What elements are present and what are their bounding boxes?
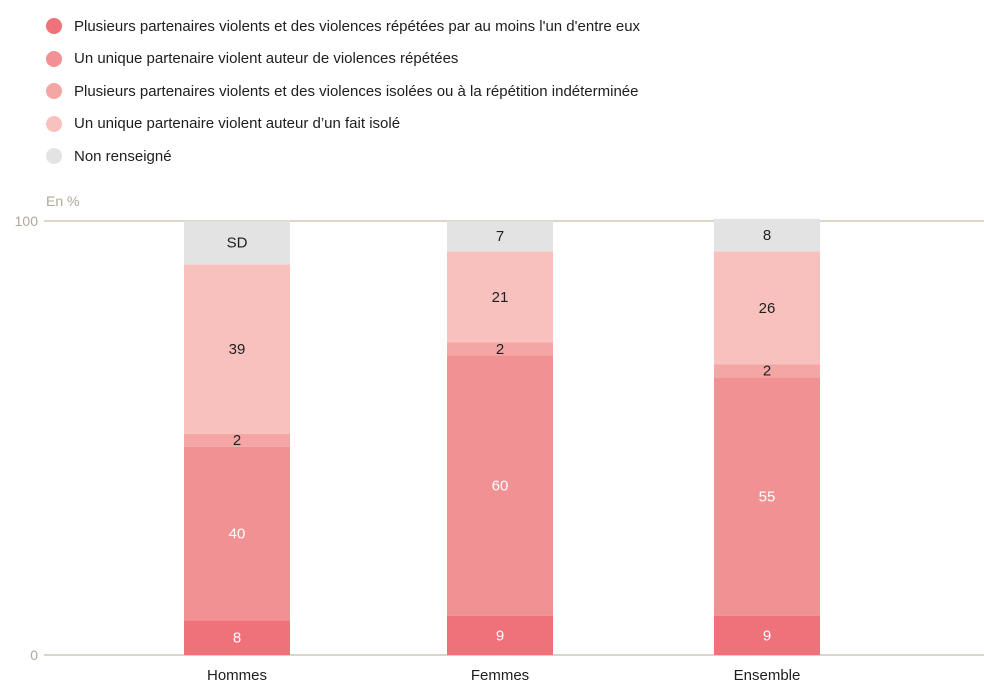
data-label: 2 (496, 341, 504, 358)
bar-segment (714, 218, 820, 252)
data-label: 2 (763, 363, 771, 380)
legend-item: Un unique partenaire violent auteur de v… (46, 43, 640, 76)
x-tick-label: Ensemble (734, 667, 801, 682)
legend-item: Un unique partenaire violent auteur d’un… (46, 108, 640, 141)
bar-segment (447, 615, 553, 655)
x-tick-label: Hommes (207, 667, 267, 682)
legend-label: Un unique partenaire violent auteur d’un… (74, 115, 401, 133)
bar-segment (447, 221, 553, 252)
bar-segment (714, 615, 820, 655)
bar-segment (447, 251, 553, 343)
data-label: SD (227, 235, 248, 252)
legend-swatch (46, 18, 62, 35)
data-label: 7 (496, 228, 504, 245)
bar-segment (447, 355, 553, 616)
legend-label: Plusieurs partenaires violents et des vi… (74, 17, 641, 35)
legend-item: Non renseigné (46, 140, 640, 173)
bar-segment (714, 364, 820, 378)
data-label: 9 (763, 627, 771, 644)
y-tick-label: 100 (15, 213, 39, 229)
bar-segment (714, 377, 820, 616)
bar-segment (447, 342, 553, 356)
data-label: 8 (233, 630, 241, 647)
legend-swatch (46, 115, 62, 132)
data-label: 8 (763, 227, 771, 244)
legend-item: Plusieurs partenaires violents et des vi… (46, 10, 640, 43)
data-label: 9 (496, 627, 504, 644)
legend-swatch (46, 83, 62, 100)
bar-segment (714, 251, 820, 365)
data-label: 2 (233, 432, 241, 449)
unit-label: En % (46, 193, 79, 209)
legend-swatch (46, 50, 62, 67)
data-label: 21 (492, 289, 509, 306)
legend-label: Plusieurs partenaires violents et des vi… (74, 82, 639, 100)
data-label: 39 (229, 341, 246, 358)
bars: 8 40 2 39 SD Hommes 9 60 2 21 7 Femmes 9 55 2 26 8 Ensemb… (184, 218, 820, 682)
data-label: 40 (229, 525, 246, 542)
bar-segment (184, 433, 290, 447)
y-tick-label: 0 (30, 647, 38, 663)
legend-item: Plusieurs partenaires violents et des vi… (46, 75, 640, 108)
bar-segment (184, 620, 290, 655)
bar-segment (184, 221, 290, 265)
data-label: 26 (759, 300, 776, 317)
x-tick-label: Femmes (471, 667, 529, 682)
legend-label: Non renseigné (74, 147, 172, 165)
bar-segment (184, 264, 290, 434)
legend: Plusieurs partenaires violents et des vi… (46, 10, 640, 173)
legend-label: Un unique partenaire violent auteur de v… (74, 50, 459, 68)
bar-segment (184, 446, 290, 621)
legend-swatch (46, 148, 62, 165)
data-label: 60 (492, 478, 509, 495)
data-label: 55 (759, 489, 776, 506)
